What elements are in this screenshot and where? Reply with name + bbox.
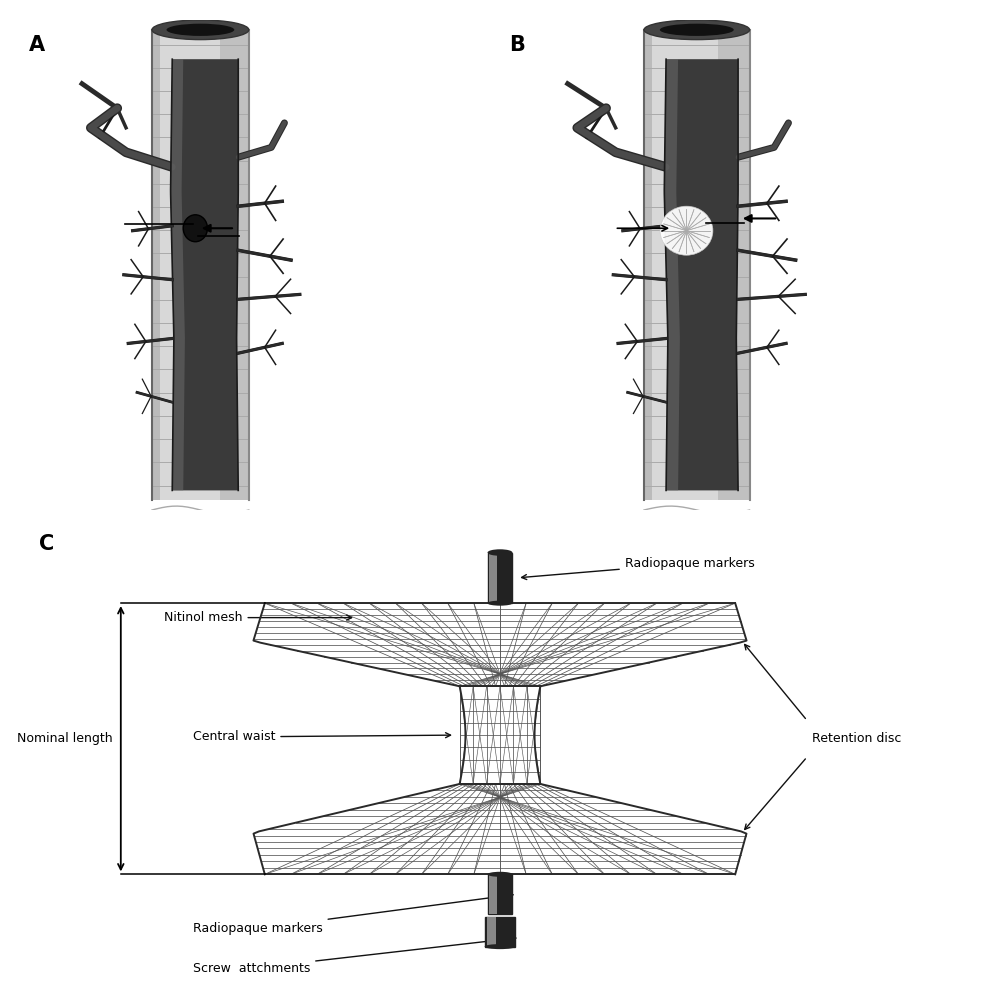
Text: Nominal length: Nominal length xyxy=(17,732,113,745)
Bar xyxy=(718,30,750,500)
Text: Retention disc: Retention disc xyxy=(812,732,901,745)
Ellipse shape xyxy=(488,549,512,556)
Bar xyxy=(489,553,497,603)
Text: Radiopaque markers: Radiopaque markers xyxy=(522,557,755,580)
Bar xyxy=(485,917,515,947)
Text: Screw  attchments: Screw attchments xyxy=(193,936,516,975)
Text: A: A xyxy=(29,35,45,55)
Ellipse shape xyxy=(660,206,713,255)
Text: C: C xyxy=(39,534,54,554)
Bar xyxy=(644,30,652,500)
Bar xyxy=(220,30,249,500)
Ellipse shape xyxy=(488,872,512,877)
Ellipse shape xyxy=(167,24,234,36)
Text: Radiopaque markers: Radiopaque markers xyxy=(193,893,513,935)
Ellipse shape xyxy=(644,20,750,40)
Text: Nitinol mesh: Nitinol mesh xyxy=(164,611,352,624)
Bar xyxy=(152,30,160,500)
Ellipse shape xyxy=(485,944,515,949)
Ellipse shape xyxy=(152,20,249,40)
Bar xyxy=(488,553,512,603)
Bar xyxy=(489,874,497,914)
Text: Central waist: Central waist xyxy=(193,730,451,743)
Ellipse shape xyxy=(660,24,734,36)
Bar xyxy=(488,874,512,914)
Bar xyxy=(152,30,249,500)
Ellipse shape xyxy=(488,601,512,606)
Bar xyxy=(644,30,750,500)
Bar xyxy=(487,917,496,947)
Text: B: B xyxy=(510,35,525,55)
Ellipse shape xyxy=(183,215,207,242)
